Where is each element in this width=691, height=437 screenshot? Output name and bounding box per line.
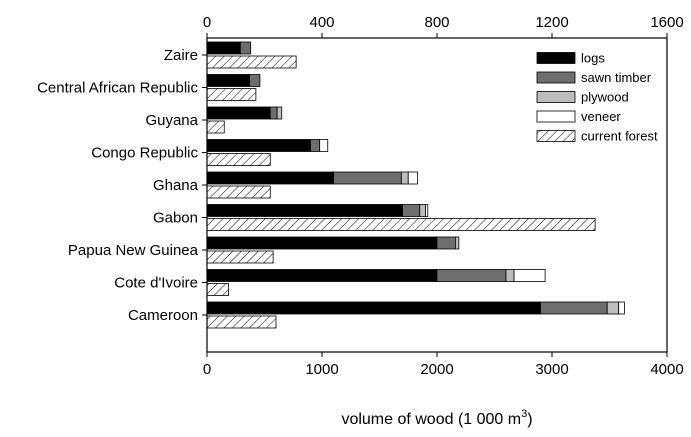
category-label: Gabon <box>153 210 198 227</box>
bottom-tick-label: 2000 <box>420 361 453 378</box>
legend-label-plywood: plywood <box>581 90 629 105</box>
category-label: Central African Republic <box>37 80 198 97</box>
bottom-tick-label: 1000 <box>305 361 338 378</box>
bar-current-forest-8 <box>206 315 277 329</box>
bar-sawn-timber-1 <box>249 74 261 87</box>
x-axis-title-superscript: 3 <box>521 408 527 420</box>
bar-logs-4 <box>206 171 334 185</box>
bar-plywood-4 <box>400 171 409 185</box>
category-label: Cameroon <box>128 307 198 324</box>
x-axis-title-main: volume of wood (1 000 m <box>341 411 521 428</box>
bottom-axis: 0 1000 2000 3000 4000 <box>203 352 684 378</box>
category-label: Ghana <box>153 177 199 194</box>
x-axis-title: volume of wood (1 000 m3) <box>341 408 532 428</box>
category-label: Guyana <box>145 112 198 129</box>
legend-label-veneer: veneer <box>581 109 621 124</box>
bar-plywood-5 <box>419 204 426 217</box>
bar-current-forest-4 <box>206 185 271 199</box>
legend-label-current-forest: current forest <box>581 129 658 144</box>
bar-veneer-7 <box>513 269 546 282</box>
top-tick-label: 1600 <box>650 14 683 31</box>
top-tick-label: 400 <box>309 14 334 31</box>
category-label: Congo Republic <box>91 145 198 162</box>
legend-swatch-plywood <box>536 91 576 103</box>
top-axis: 0 400 800 1200 1600 <box>203 14 684 38</box>
bar-sawn-timber-0 <box>239 41 252 55</box>
bar-veneer-3 <box>319 139 329 152</box>
bars-layer <box>206 41 625 329</box>
bar-plywood-2 <box>276 106 283 120</box>
legend-label-logs: logs <box>581 51 605 66</box>
top-tick-label: 800 <box>424 14 449 31</box>
bar-sawn-timber-4 <box>333 171 402 185</box>
legend-swatch-sawn-timber <box>536 71 576 84</box>
bar-plywood-7 <box>505 269 515 282</box>
bar-logs-5 <box>206 204 403 217</box>
bar-current-forest-6 <box>206 250 274 264</box>
bar-veneer-4 <box>407 171 418 185</box>
bar-veneer-8 <box>618 301 625 315</box>
bottom-tick-label: 3000 <box>535 361 568 378</box>
top-tick-label: 1200 <box>535 14 568 31</box>
bar-logs-8 <box>206 301 541 315</box>
bar-logs-2 <box>206 106 271 120</box>
category-label: Papua New Guinea <box>68 242 199 259</box>
bar-veneer-5 <box>425 204 429 217</box>
bottom-tick-label: 4000 <box>650 361 683 378</box>
bar-logs-7 <box>206 269 438 282</box>
bar-logs-1 <box>206 74 250 87</box>
top-tick-label: 0 <box>203 14 211 31</box>
category-label: Zaire <box>164 47 198 64</box>
category-label: Cote d'Ivoire <box>114 275 198 292</box>
bar-current-forest-7 <box>206 283 229 296</box>
x-axis-title-suffix: ) <box>527 411 532 428</box>
bottom-tick-label: 0 <box>203 361 211 378</box>
bar-sawn-timber-8 <box>540 301 608 315</box>
bar-current-forest-2 <box>206 120 225 134</box>
bar-logs-0 <box>206 41 241 55</box>
legend-swatch-veneer <box>536 110 576 123</box>
legend: logs sawn timber plywood veneer current fore… <box>536 51 658 144</box>
bar-sawn-timber-2 <box>269 106 278 120</box>
bar-current-forest-1 <box>206 88 257 101</box>
bar-sawn-timber-5 <box>402 204 421 217</box>
bar-logs-3 <box>206 139 311 152</box>
bar-current-forest-5 <box>206 218 596 231</box>
bar-plywood-6 <box>454 236 460 250</box>
bar-current-forest-3 <box>206 153 271 166</box>
bar-current-forest-0 <box>206 55 297 69</box>
legend-label-sawn-timber: sawn timber <box>581 70 652 85</box>
category-axis: Zaire Central African Republic Guyana Congo… <box>37 47 207 324</box>
bar-plywood-8 <box>606 301 620 315</box>
legend-swatch-logs <box>536 52 576 64</box>
bar-sawn-timber-6 <box>436 236 456 250</box>
bar-sawn-timber-3 <box>310 139 321 152</box>
bar-sawn-timber-7 <box>436 269 507 282</box>
legend-swatch-current-forest <box>536 130 576 142</box>
bar-logs-6 <box>206 236 438 250</box>
